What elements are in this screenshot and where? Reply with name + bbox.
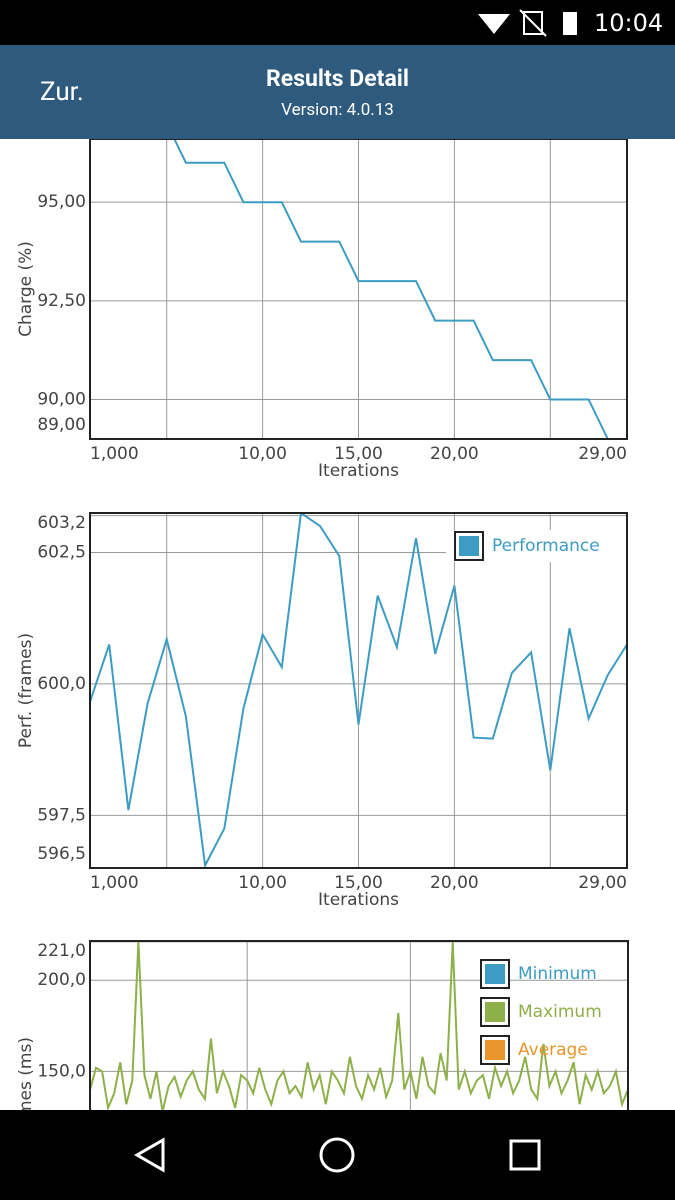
sim-icon [523, 11, 543, 35]
y-axis-title: Perf. (frames) [16, 633, 36, 748]
y-axis-title: Charge (%) [16, 241, 36, 337]
legend-swatch [485, 964, 505, 984]
legend-label: Maximum [518, 1002, 602, 1022]
legend-swatch [485, 1002, 505, 1022]
x-tick-label: 10,00 [238, 873, 287, 893]
x-axis-title: Iterations [318, 461, 399, 481]
data-line [173, 139, 627, 439]
x-tick-label: 29,00 [578, 444, 627, 464]
clock: 10:04 [594, 9, 663, 37]
y-tick-label: 92,50 [37, 291, 86, 311]
x-tick-label: 1,000 [90, 873, 139, 893]
recents-nav[interactable] [509, 1139, 541, 1171]
y-tick-label: 597,5 [37, 805, 86, 825]
legend-label: Average [518, 1040, 588, 1060]
home-nav[interactable] [319, 1137, 355, 1173]
y-tick-label: 150,0 [37, 1061, 86, 1081]
x-tick-label: 29,00 [578, 873, 627, 893]
y-tick-label: 603,2 [37, 513, 86, 533]
data-line [90, 941, 628, 1112]
x-tick-label: 10,00 [238, 444, 287, 464]
legend-label: Performance [492, 536, 600, 556]
plot-frame [89, 512, 628, 869]
sim-slash [519, 9, 547, 37]
x-tick-label: 20,00 [430, 873, 479, 893]
data-line [90, 513, 627, 868]
back-button[interactable]: Zur. [40, 77, 84, 107]
status-bar: 10:04 [0, 0, 675, 45]
legend-label: Minimum [518, 964, 597, 984]
y-tick-label: 221,0 [37, 941, 86, 961]
legend-swatch [459, 536, 479, 556]
x-tick-label: 15,00 [334, 444, 383, 464]
y-tick-label: 200,0 [37, 970, 86, 990]
y-tick-label: 602,5 [37, 542, 86, 562]
y-tick-label: 89,00 [37, 415, 86, 435]
legend-swatch [485, 1040, 505, 1060]
title: Results Detail [266, 65, 409, 92]
x-tick-label: 20,00 [430, 444, 479, 464]
nav-bar [0, 1110, 675, 1200]
status-icons: 10:04 [478, 9, 663, 37]
x-axis-title: Iterations [318, 890, 399, 910]
wifi-icon [478, 14, 510, 34]
battery-icon [563, 12, 577, 35]
x-tick-label: 15,00 [334, 873, 383, 893]
y-tick-label: 600,0 [37, 674, 86, 694]
app-bar: Zur. Results Detail Version: 4.0.13 [0, 45, 675, 139]
plot-frame [89, 138, 628, 440]
y-tick-label: 596,5 [37, 844, 86, 864]
back-nav[interactable] [133, 1137, 165, 1173]
y-tick-label: 90,00 [37, 390, 86, 410]
subtitle: Version: 4.0.13 [281, 100, 394, 120]
nav-icons [133, 1137, 541, 1173]
y-tick-label: 95,00 [37, 192, 86, 212]
x-tick-label: 1,000 [90, 444, 139, 464]
